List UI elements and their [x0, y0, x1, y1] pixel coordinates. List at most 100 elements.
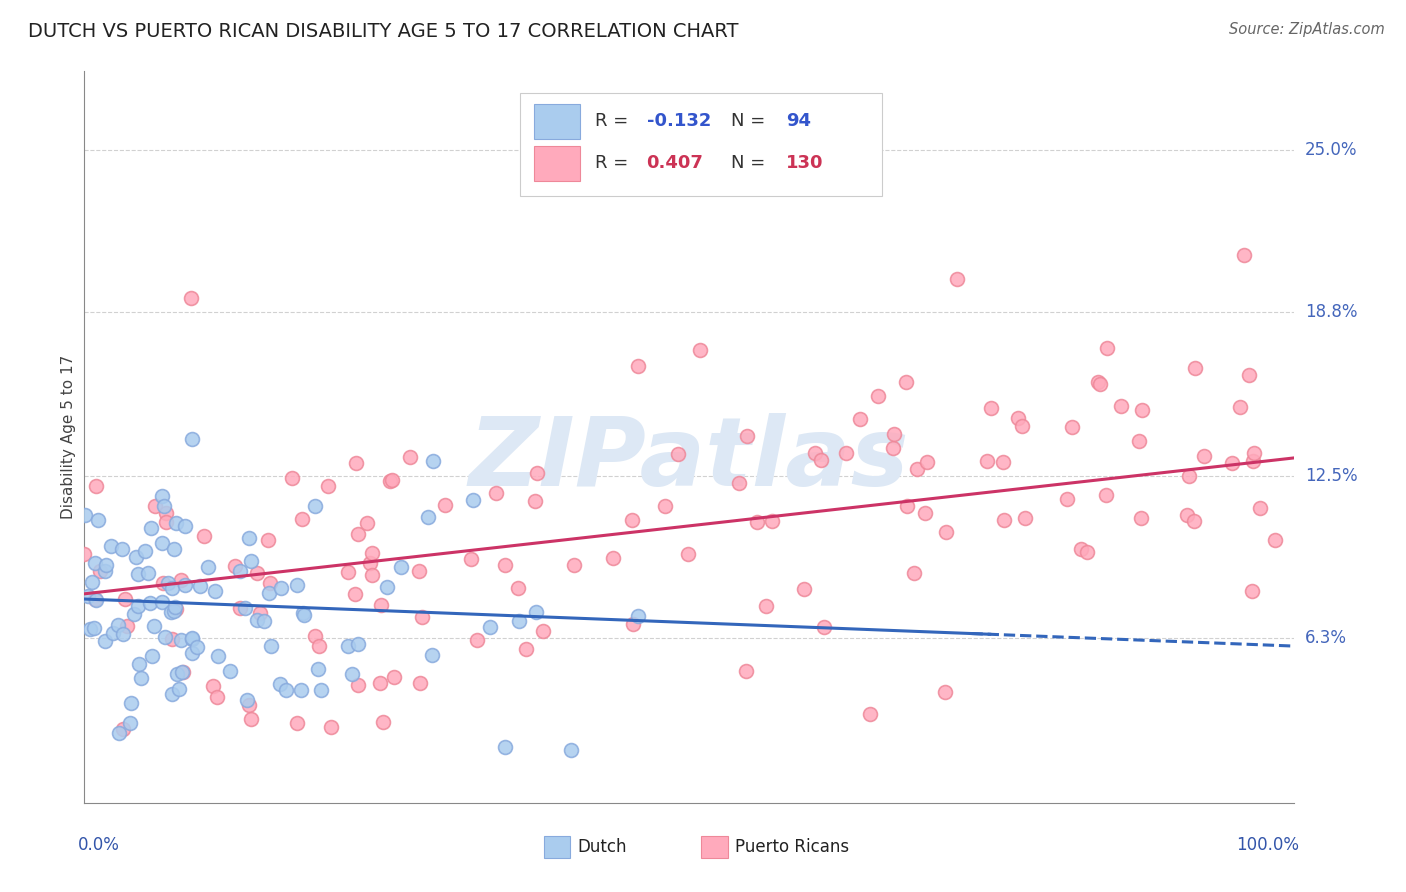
Text: Dutch: Dutch — [578, 838, 627, 855]
Point — [160, 687, 183, 701]
Point — [508, 614, 530, 628]
Point — [1249, 501, 1271, 516]
Point — [304, 629, 326, 643]
Point — [291, 606, 314, 620]
Point — [77, 589, 100, 603]
Point — [1087, 375, 1109, 389]
Point — [174, 518, 197, 533]
Point — [150, 594, 173, 608]
FancyBboxPatch shape — [544, 836, 571, 858]
Point — [172, 665, 194, 679]
Point — [163, 599, 186, 614]
Point — [204, 584, 226, 599]
Point — [411, 610, 433, 624]
Point — [127, 599, 149, 614]
Point — [172, 665, 194, 679]
Point — [627, 359, 650, 373]
Text: DUTCH VS PUERTO RICAN DISABILITY AGE 5 TO 17 CORRELATION CHART: DUTCH VS PUERTO RICAN DISABILITY AGE 5 T… — [28, 22, 738, 41]
Point — [564, 558, 586, 572]
Point — [896, 499, 918, 513]
Point — [1056, 492, 1078, 507]
Point — [111, 722, 134, 736]
Point — [903, 566, 925, 580]
Point — [946, 272, 969, 286]
Point — [461, 493, 484, 508]
Point — [246, 566, 269, 580]
Text: 6.3%: 6.3% — [1305, 629, 1347, 648]
Point — [494, 558, 516, 573]
Point — [125, 550, 148, 565]
Point — [163, 604, 186, 618]
Point — [141, 521, 163, 535]
Point — [408, 564, 430, 578]
Point — [359, 556, 381, 570]
Point — [94, 634, 117, 648]
Point — [285, 715, 308, 730]
Point — [389, 560, 412, 574]
Point — [1229, 401, 1251, 415]
Point — [976, 454, 998, 468]
Point — [993, 455, 1015, 469]
Point — [180, 291, 202, 305]
Text: 12.5%: 12.5% — [1305, 467, 1357, 485]
Point — [337, 640, 360, 654]
Point — [382, 670, 405, 684]
Point — [980, 401, 1002, 416]
Point — [233, 601, 256, 615]
Point — [129, 671, 152, 685]
Point — [128, 657, 150, 672]
FancyBboxPatch shape — [520, 94, 883, 195]
Point — [761, 515, 783, 529]
Point — [197, 560, 219, 574]
Point — [1192, 450, 1215, 464]
Point — [905, 462, 928, 476]
Point — [120, 696, 142, 710]
Point — [83, 591, 105, 606]
Point — [111, 541, 134, 556]
Point — [915, 454, 938, 468]
Point — [1237, 368, 1260, 382]
Point — [270, 581, 292, 595]
Text: 0.407: 0.407 — [647, 153, 703, 172]
Point — [1109, 399, 1132, 413]
Point — [269, 677, 291, 691]
Point — [1070, 541, 1092, 556]
Point — [207, 649, 229, 664]
Point — [531, 624, 554, 638]
Point — [136, 566, 159, 581]
Point — [153, 499, 176, 513]
Point — [381, 473, 404, 487]
Point — [240, 554, 263, 568]
Point — [344, 456, 367, 470]
Point — [224, 559, 246, 574]
Point — [94, 558, 117, 573]
Point — [813, 620, 835, 634]
Point — [1184, 360, 1206, 375]
Point — [416, 510, 439, 524]
Point — [883, 427, 905, 442]
Point — [238, 698, 260, 712]
Point — [1241, 583, 1264, 598]
Point — [728, 476, 751, 491]
Point — [292, 608, 315, 623]
Point — [689, 343, 711, 357]
Point — [560, 743, 582, 757]
Point — [526, 466, 548, 480]
Point — [180, 432, 202, 446]
Point — [399, 450, 422, 464]
Point — [360, 567, 382, 582]
Point — [1007, 411, 1029, 425]
Point — [84, 556, 107, 570]
Point — [122, 607, 145, 621]
Point — [162, 632, 184, 647]
Point — [155, 516, 177, 530]
FancyBboxPatch shape — [702, 836, 728, 858]
Text: 100.0%: 100.0% — [1236, 836, 1299, 854]
Point — [186, 640, 208, 655]
Point — [1088, 376, 1111, 391]
Point — [1220, 456, 1243, 470]
Point — [307, 662, 329, 676]
Point — [309, 682, 332, 697]
Point — [240, 712, 263, 726]
Point — [422, 648, 444, 662]
